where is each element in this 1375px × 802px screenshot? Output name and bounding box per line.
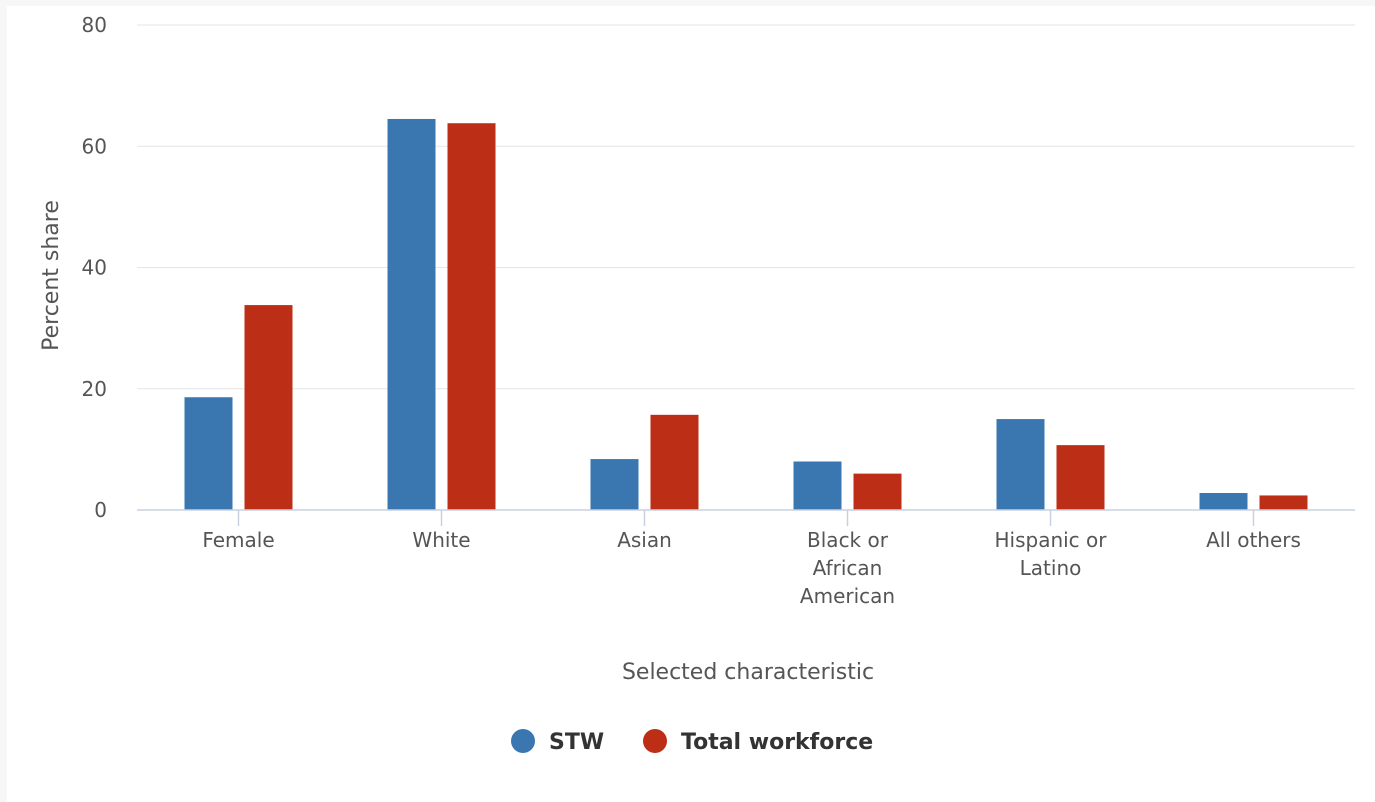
x-tick-label: All others bbox=[1206, 528, 1301, 552]
y-tick-label: 20 bbox=[82, 377, 107, 401]
bar-stw[interactable] bbox=[184, 397, 233, 510]
y-axis-title: Percent share bbox=[39, 200, 64, 351]
x-tick-label: Asian bbox=[617, 528, 672, 552]
x-axis: Female White Asian Black or African American H… bbox=[137, 509, 1355, 608]
y-tick-label: 60 bbox=[82, 134, 107, 158]
legend-label[interactable]: STW bbox=[549, 730, 604, 755]
x-tick-label: White bbox=[412, 528, 470, 552]
bar-stw[interactable] bbox=[793, 461, 842, 511]
legend-marker-stw[interactable] bbox=[511, 729, 535, 753]
x-tick-label: Female bbox=[202, 528, 274, 552]
x-tick-label: Hispanic or bbox=[994, 528, 1107, 552]
legend: STW Total workforce bbox=[511, 729, 873, 755]
x-tick-label: Black or bbox=[807, 528, 889, 552]
bar-stw[interactable] bbox=[1199, 493, 1248, 510]
bars bbox=[184, 118, 1308, 511]
y-tick-label: 0 bbox=[94, 498, 107, 522]
x-axis-title: Selected characteristic bbox=[622, 660, 874, 685]
legend-marker-total-workforce[interactable] bbox=[643, 729, 667, 753]
x-tick-label: American bbox=[800, 584, 895, 608]
bar-total-workforce[interactable] bbox=[1259, 495, 1308, 510]
bar-stw[interactable] bbox=[996, 419, 1045, 510]
y-tick-label: 40 bbox=[82, 256, 107, 280]
bar-stw[interactable] bbox=[590, 459, 639, 510]
x-tick-label: Latino bbox=[1020, 556, 1082, 580]
bar-total-workforce[interactable] bbox=[853, 473, 902, 510]
bar-total-workforce[interactable] bbox=[1056, 445, 1105, 510]
gridlines bbox=[137, 24, 1355, 390]
chart-card: Female White Asian Black or African American H… bbox=[7, 6, 1375, 802]
bar-total-workforce[interactable] bbox=[447, 123, 496, 511]
legend-label[interactable]: Total workforce bbox=[681, 730, 873, 755]
y-tick-label: 80 bbox=[82, 13, 107, 37]
bar-total-workforce[interactable] bbox=[244, 305, 293, 510]
y-axis: 0 20 40 60 80 bbox=[82, 13, 107, 522]
bar-stw[interactable] bbox=[387, 118, 436, 510]
x-tick-label: African bbox=[813, 556, 883, 580]
bar-chart: Female White Asian Black or African American H… bbox=[39, 13, 1355, 755]
bar-total-workforce[interactable] bbox=[650, 414, 699, 510]
